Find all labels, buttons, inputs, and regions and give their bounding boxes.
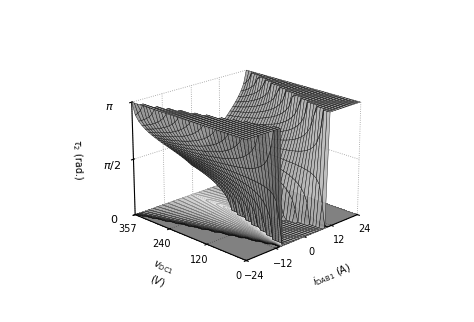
Y-axis label: $v_{\mathrm{DC1}}$
$(V)$: $v_{\mathrm{DC1}}$ $(V)$ <box>145 258 175 291</box>
X-axis label: $i_{\mathrm{DAB1}}$ (A): $i_{\mathrm{DAB1}}$ (A) <box>311 260 354 289</box>
